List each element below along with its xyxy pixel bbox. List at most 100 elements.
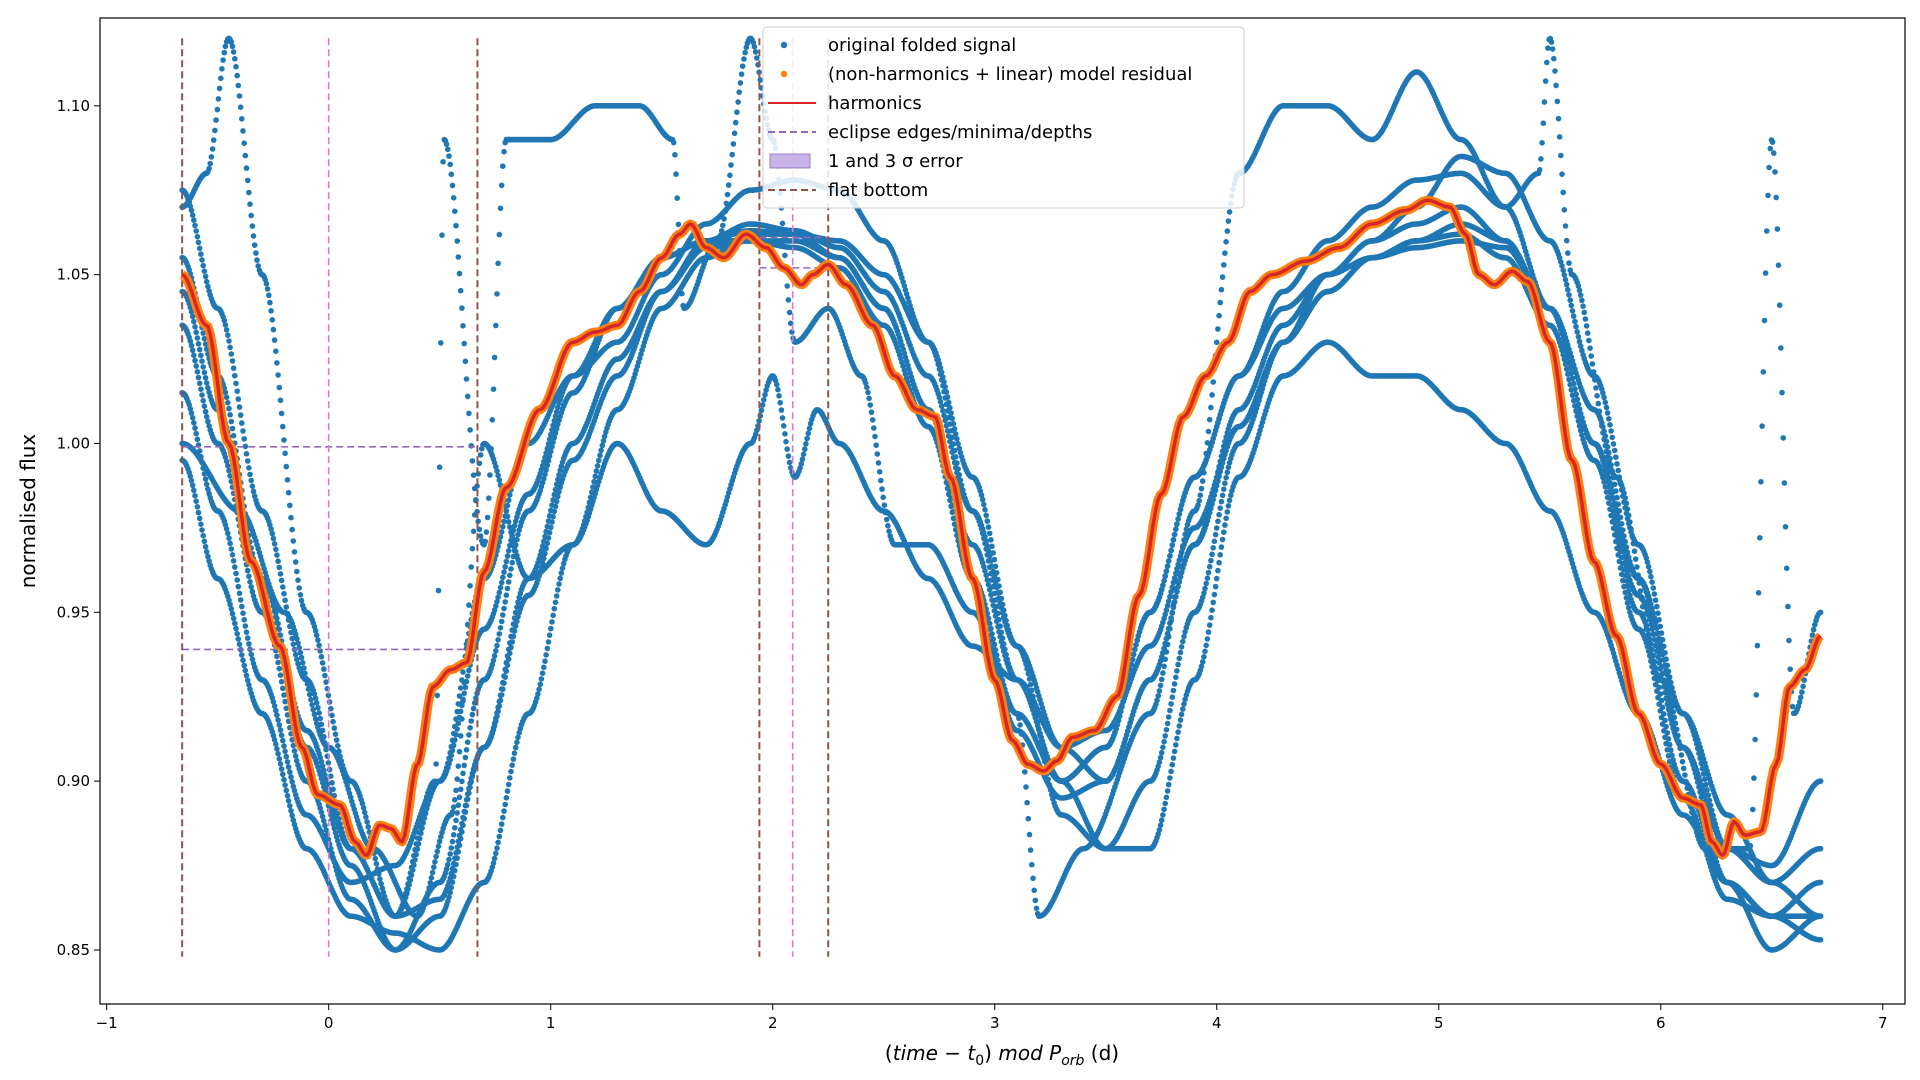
folded-signal-point bbox=[985, 524, 992, 530]
folded-signal-point bbox=[196, 515, 203, 522]
folded-signal-point bbox=[282, 782, 288, 788]
folded-signal-point bbox=[1170, 537, 1177, 543]
folded-signal-point bbox=[191, 217, 197, 223]
folded-signal-point bbox=[467, 725, 473, 731]
folded-signal-point bbox=[463, 747, 470, 753]
folded-signal-point bbox=[942, 417, 948, 424]
folded-signal-point bbox=[981, 501, 987, 508]
folded-signal-point bbox=[993, 570, 1000, 576]
folded-signal-point bbox=[503, 592, 510, 598]
folded-signal-point bbox=[1175, 516, 1181, 522]
folded-signal-point bbox=[200, 262, 206, 269]
folded-signal-point bbox=[593, 468, 600, 474]
folded-signal-point bbox=[498, 821, 505, 827]
folded-signal-point bbox=[291, 748, 298, 754]
folded-signal-point bbox=[227, 344, 233, 351]
folded-signal-point bbox=[201, 403, 208, 410]
folded-signal-point bbox=[951, 459, 958, 466]
folded-signal-point bbox=[491, 855, 498, 862]
folded-signal-point bbox=[447, 889, 454, 896]
folded-signal-point bbox=[501, 605, 507, 612]
folded-signal-point bbox=[192, 222, 198, 229]
folded-signal-point bbox=[943, 389, 950, 395]
folded-signal-point bbox=[500, 612, 506, 618]
folded-signal-point bbox=[318, 775, 325, 782]
folded-signal-point bbox=[949, 449, 955, 456]
folded-signal-point bbox=[271, 541, 278, 547]
folded-signal-point bbox=[983, 512, 989, 519]
folded-signal-point bbox=[228, 418, 235, 425]
folded-signal-point bbox=[192, 357, 198, 364]
folded-signal-point bbox=[497, 827, 504, 834]
folded-signal-point bbox=[543, 652, 549, 658]
folded-signal-point bbox=[287, 803, 293, 809]
folded-signal-point bbox=[943, 422, 950, 429]
folded-signal-point bbox=[282, 597, 288, 604]
folded-signal-point bbox=[194, 233, 201, 240]
folded-signal-point bbox=[598, 447, 604, 454]
folded-signal-point bbox=[269, 530, 276, 537]
folded-signal-point bbox=[229, 610, 236, 617]
folded-signal-point bbox=[948, 410, 954, 416]
folded-signal-point bbox=[331, 825, 338, 832]
folded-signal-point bbox=[283, 604, 290, 610]
folded-signal-point bbox=[507, 775, 513, 781]
folded-signal-point bbox=[188, 207, 195, 214]
folded-signal-point bbox=[538, 676, 545, 682]
folded-signal-point bbox=[195, 374, 202, 381]
folded-signal-point bbox=[1624, 549, 1631, 556]
folded-signal-point bbox=[500, 523, 506, 530]
folded-signal-point bbox=[277, 571, 284, 577]
folded-signal-point bbox=[201, 268, 208, 275]
folded-signal-point bbox=[558, 570, 565, 576]
folded-signal-point bbox=[550, 612, 556, 619]
folded-signal-point bbox=[285, 798, 292, 804]
folded-signal-point bbox=[1132, 646, 1138, 653]
folded-signal-point bbox=[461, 762, 468, 769]
folded-signal-point bbox=[202, 341, 209, 347]
folded-signal-point bbox=[535, 691, 541, 697]
folded-signal-point bbox=[200, 397, 206, 404]
folded-signal-point bbox=[999, 601, 1006, 608]
folded-signal-point bbox=[201, 538, 208, 545]
folded-signal-point bbox=[1622, 538, 1628, 545]
folded-signal-point bbox=[228, 606, 235, 612]
folded-signal-point bbox=[240, 657, 246, 664]
folded-signal-point bbox=[460, 669, 466, 675]
folded-signal-point bbox=[319, 780, 326, 786]
folded-signal-point bbox=[556, 472, 562, 478]
folded-signal-point bbox=[273, 741, 279, 747]
folded-signal-point bbox=[315, 704, 321, 711]
folded-signal-point bbox=[241, 662, 247, 669]
folded-signal-point bbox=[226, 405, 232, 412]
folded-signal-point bbox=[230, 615, 237, 622]
folded-signal-point bbox=[188, 342, 195, 349]
folded-signal-point bbox=[545, 639, 552, 645]
folded-signal-point bbox=[223, 327, 230, 333]
folded-signal-point bbox=[195, 509, 202, 516]
folded-signal-point bbox=[948, 444, 954, 450]
folded-signal-point bbox=[557, 467, 563, 474]
folded-signal-point bbox=[188, 477, 195, 484]
folded-signal-point bbox=[536, 686, 542, 693]
folded-signal-point bbox=[949, 415, 955, 422]
folded-signal-point bbox=[954, 436, 960, 442]
folded-signal-point bbox=[200, 532, 206, 539]
folded-signal-point bbox=[234, 388, 240, 395]
folded-signal-point bbox=[1614, 494, 1620, 501]
folded-signal-point bbox=[274, 552, 280, 558]
folded-signal-point bbox=[203, 549, 210, 555]
folded-signal-point bbox=[504, 788, 511, 794]
folded-signal-point bbox=[491, 653, 498, 659]
folded-signal-point bbox=[193, 363, 199, 369]
folded-signal-point bbox=[273, 546, 279, 553]
folded-signal-point bbox=[501, 808, 507, 814]
folded-signal-point bbox=[989, 543, 995, 550]
folded-signal-point bbox=[494, 845, 500, 851]
folded-signal-point bbox=[221, 385, 228, 391]
folded-signal-point bbox=[979, 496, 986, 503]
folded-signal-point bbox=[941, 412, 947, 419]
folded-signal-point bbox=[508, 768, 514, 775]
folded-signal-point bbox=[235, 396, 242, 402]
folded-signal-point bbox=[1000, 607, 1007, 613]
